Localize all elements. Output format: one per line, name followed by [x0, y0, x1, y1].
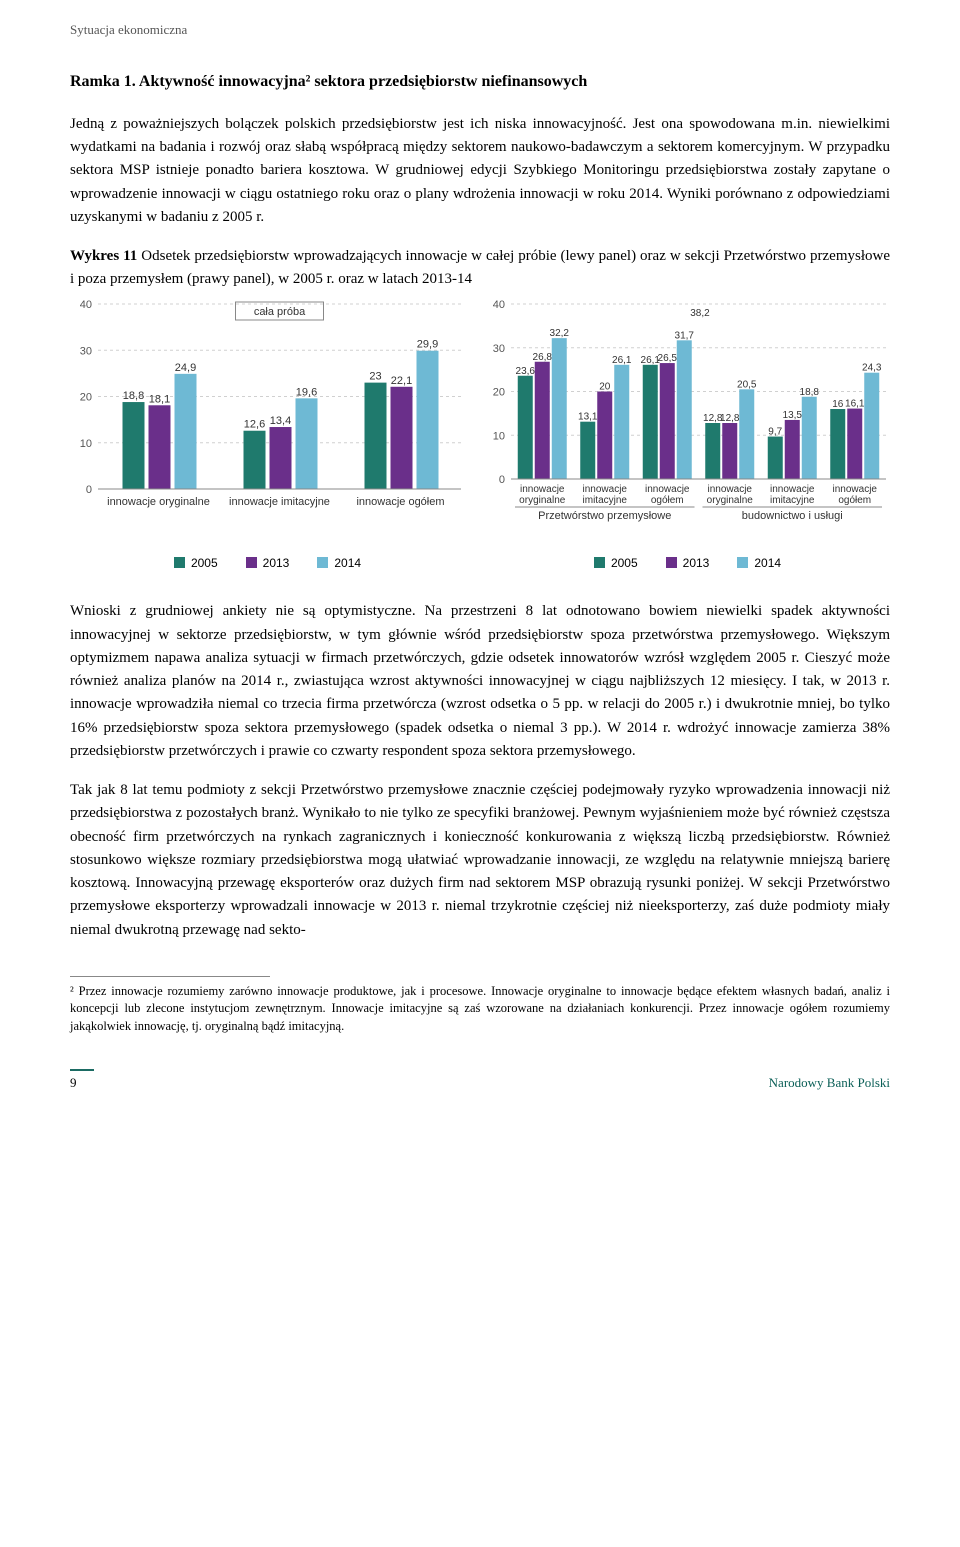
svg-text:9,7: 9,7	[768, 426, 782, 437]
chart-caption-bold: Wykres 11	[70, 248, 137, 264]
legend-2013: 2013	[246, 554, 290, 573]
paragraph-1: Jedną z poważniejszych bolączek polskich…	[70, 113, 890, 229]
svg-text:30: 30	[80, 345, 92, 357]
svg-text:23: 23	[369, 370, 381, 382]
svg-text:innowacje oryginalne: innowacje oryginalne	[107, 496, 210, 508]
svg-text:26,5: 26,5	[658, 353, 678, 364]
svg-text:18,8: 18,8	[123, 390, 144, 402]
svg-text:23,6: 23,6	[516, 365, 536, 376]
svg-text:imitacyjne: imitacyjne	[770, 495, 815, 506]
svg-text:ogółem: ogółem	[651, 495, 684, 506]
box-title: Ramka 1. Aktywność innowacyjna² sektora …	[70, 70, 890, 95]
legend-2005: 2005	[174, 554, 218, 573]
svg-text:10: 10	[493, 430, 505, 442]
paragraph-3: Tak jak 8 lat temu podmioty z sekcji Prz…	[70, 779, 890, 942]
svg-text:innowacje: innowacje	[645, 484, 690, 495]
svg-text:budownictwo i usługi: budownictwo i usługi	[742, 510, 843, 522]
svg-text:20: 20	[493, 386, 505, 398]
svg-text:18,1: 18,1	[149, 393, 170, 405]
svg-text:26,1: 26,1	[612, 355, 632, 366]
svg-text:innowacje: innowacje	[520, 484, 565, 495]
svg-text:29,9: 29,9	[417, 338, 438, 350]
chart-right-panel: 01020304023,626,832,2innowacjeoryginalne…	[485, 294, 890, 544]
svg-text:12,8: 12,8	[720, 413, 740, 424]
legend-2014: 2014	[317, 554, 361, 573]
svg-text:24,3: 24,3	[862, 362, 882, 373]
legend-2005-r: 2005	[594, 554, 638, 573]
running-header: Sytuacja ekonomiczna	[70, 20, 890, 40]
svg-text:10: 10	[80, 437, 92, 449]
svg-text:22,1: 22,1	[391, 374, 412, 386]
svg-text:12,6: 12,6	[244, 418, 265, 430]
legend-2013-r: 2013	[666, 554, 710, 573]
charts-row: 0 10 20 30 40 18,8 18,1 24,9 innowacje oryginaln…	[70, 294, 890, 544]
footnote: ² Przez innowacje rozumiemy zarówno inno…	[70, 983, 890, 1036]
svg-text:innowacje: innowacje	[583, 484, 628, 495]
svg-text:innowacje: innowacje	[833, 484, 878, 495]
svg-text:40: 40	[493, 299, 505, 311]
svg-text:13,1: 13,1	[578, 411, 598, 422]
svg-text:innowacje imitacyjne: innowacje imitacyjne	[229, 496, 330, 508]
svg-text:16: 16	[832, 399, 844, 410]
footnote-rule	[70, 976, 270, 977]
svg-text:0: 0	[499, 474, 505, 486]
svg-text:ogółem: ogółem	[838, 495, 871, 506]
svg-text:24,9: 24,9	[175, 362, 196, 374]
svg-text:20: 20	[80, 391, 92, 403]
page-footer: 9 Narodowy Bank Polski	[70, 1069, 890, 1093]
svg-text:imitacyjne: imitacyjne	[583, 495, 628, 506]
svg-text:innowacje ogółem: innowacje ogółem	[356, 496, 444, 508]
svg-text:Przetwórstwo przemysłowe: Przetwórstwo przemysłowe	[538, 510, 671, 522]
svg-text:16,1: 16,1	[845, 398, 865, 409]
chart-left: 0 10 20 30 40 18,8 18,1 24,9 innowacje oryginaln…	[70, 294, 465, 544]
svg-text:30: 30	[493, 342, 505, 354]
legend-2014-r: 2014	[737, 554, 781, 573]
svg-text:cała próba: cała próba	[254, 306, 306, 318]
svg-text:32,2: 32,2	[550, 328, 570, 339]
svg-text:19,6: 19,6	[296, 386, 317, 398]
svg-text:oryginalne: oryginalne	[707, 495, 754, 506]
chart-caption-text: Odsetek przedsiębiorstw wprowadzających …	[70, 248, 890, 287]
paragraph-2: Wnioski z grudniowej ankiety nie są opty…	[70, 600, 890, 763]
chart-right: 01020304023,626,832,2innowacjeoryginalne…	[485, 294, 890, 544]
legend-right: 2005 2013 2014	[485, 554, 890, 573]
svg-text:18,8: 18,8	[800, 386, 820, 397]
svg-text:26,8: 26,8	[533, 351, 553, 362]
svg-text:oryginalne: oryginalne	[519, 495, 566, 506]
svg-text:40: 40	[80, 299, 92, 311]
footer-bank: Narodowy Bank Polski	[769, 1073, 890, 1093]
svg-text:20,5: 20,5	[737, 379, 757, 390]
page-number: 9	[70, 1069, 94, 1093]
chart-caption: Wykres 11 Odsetek przedsiębiorstw wprowa…	[70, 245, 890, 292]
legend-left: 2005 2013 2014	[70, 554, 465, 573]
chart-left-panel: 0 10 20 30 40 18,8 18,1 24,9 innowacje oryginaln…	[70, 294, 465, 544]
svg-text:innowacje: innowacje	[708, 484, 753, 495]
svg-text:innowacje: innowacje	[770, 484, 815, 495]
svg-text:31,7: 31,7	[675, 330, 695, 341]
svg-text:13,4: 13,4	[270, 415, 291, 427]
svg-text:0: 0	[86, 484, 92, 496]
svg-text:20: 20	[599, 381, 611, 392]
svg-text:38,2: 38,2	[690, 308, 710, 319]
svg-text:13,5: 13,5	[783, 410, 803, 421]
